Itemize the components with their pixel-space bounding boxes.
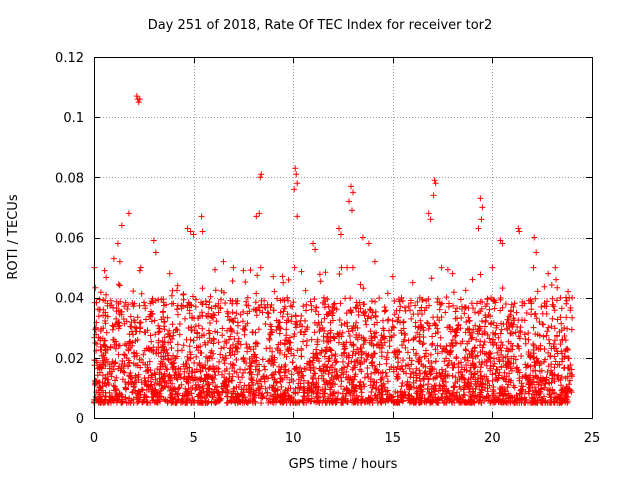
roti-point (174, 282, 181, 289)
roti-point (187, 228, 194, 235)
roti-point (166, 270, 173, 277)
roti-point (199, 228, 206, 235)
roti-point (469, 276, 476, 283)
roti-point (478, 216, 485, 223)
roti-point (432, 180, 439, 187)
roti-point (293, 171, 300, 178)
roti-point (291, 186, 298, 193)
roti-point (545, 270, 552, 277)
x-tick-label: 25 (584, 431, 601, 446)
roti-point (553, 276, 560, 283)
roti-point (350, 189, 356, 196)
roti-point (499, 240, 506, 247)
roti-point (312, 246, 319, 253)
roti-point (258, 171, 265, 178)
roti-point (349, 207, 355, 214)
roti-point (531, 234, 538, 241)
roti-point (118, 222, 125, 229)
roti-point (389, 273, 396, 280)
roti-point (371, 258, 378, 265)
roti-point (365, 240, 372, 247)
x-tick-label: 15 (385, 431, 402, 446)
y-tick-label: 0.04 (55, 292, 84, 307)
roti-point (136, 96, 143, 103)
roti-point (152, 249, 159, 256)
roti-point (125, 210, 132, 217)
roti-point (515, 225, 522, 232)
roti-point (133, 93, 140, 100)
roti-point (475, 225, 482, 232)
roti-point (294, 180, 301, 187)
roti-point (477, 195, 484, 202)
chart-title: Day 251 of 2018, Rate Of TEC Index for r… (147, 18, 493, 33)
roti-point (359, 234, 366, 241)
roti-point (565, 288, 572, 295)
roti-point (110, 255, 117, 262)
roti-point (257, 174, 264, 181)
roti-point (430, 192, 437, 199)
roti-point (116, 258, 123, 265)
roti-point (292, 165, 299, 172)
roti-point (240, 267, 247, 274)
y-tick-label: 0.1 (63, 111, 84, 126)
roti-point (336, 225, 342, 232)
roti-point (256, 210, 263, 217)
x-tick-label: 0 (90, 431, 98, 446)
roti-point (103, 291, 109, 298)
roti-point (338, 231, 344, 238)
roti-point (431, 177, 438, 184)
roti-point (230, 264, 237, 271)
roti-point (533, 249, 540, 256)
roti-point (516, 228, 523, 235)
x-axis-label: GPS time / hours (288, 457, 398, 472)
roti-point (135, 99, 142, 106)
roti-point (294, 213, 301, 220)
data-points (91, 93, 576, 406)
roti-point (137, 264, 144, 271)
roti-point (479, 204, 486, 211)
roti-point (427, 216, 434, 223)
roti-point (489, 264, 496, 271)
y-tick-label: 0 (76, 412, 84, 427)
y-tick-label: 0.02 (55, 352, 84, 367)
roti-point-cloud (91, 264, 576, 406)
roti-point (409, 279, 416, 286)
roti-point (114, 240, 121, 247)
roti-point (348, 183, 354, 190)
y-axis-label: ROTI / TECUs (6, 194, 21, 280)
roti-point (310, 240, 317, 247)
roti-point (184, 225, 191, 232)
roti-point (253, 213, 260, 220)
roti-point (425, 210, 432, 217)
y-tick-label: 0.12 (55, 51, 84, 66)
roti-point (569, 294, 576, 301)
x-tick-label: 5 (189, 431, 197, 446)
roti-point (97, 306, 103, 313)
roti-point (270, 273, 277, 280)
roti-point (198, 213, 205, 220)
roti-point (280, 279, 287, 286)
y-tick-label: 0.06 (55, 232, 84, 247)
roti-point (346, 198, 352, 205)
y-tick-label: 0.08 (55, 171, 84, 186)
x-tick-label: 20 (484, 431, 501, 446)
roti-point (150, 237, 157, 244)
axis-ticks: 0 5 10 15 20 25 0 0.02 0.04 0.06 0.08 0.1 0.12 (55, 51, 600, 446)
roti-point (136, 267, 143, 274)
x-tick-label: 10 (285, 431, 302, 446)
roti-point (190, 231, 197, 238)
roti-point (449, 270, 456, 277)
roti-point (220, 258, 227, 265)
